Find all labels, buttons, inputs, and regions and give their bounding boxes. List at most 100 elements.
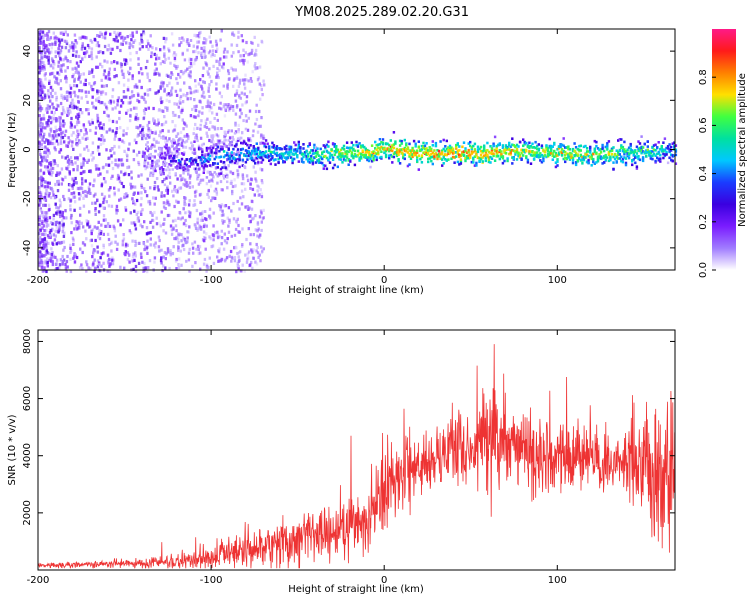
spectrogram-cell (206, 70, 209, 74)
spectrogram-cell (416, 149, 419, 152)
spectrogram-cell (55, 36, 59, 40)
spectrogram-cell (131, 94, 134, 98)
spectrogram-cell (476, 150, 480, 154)
spectrogram-cell (200, 119, 203, 123)
spectrogram-cell (205, 105, 208, 109)
spectrogram-cell (216, 162, 219, 165)
spectrogram-cell (39, 161, 42, 165)
spectrogram-cell (592, 152, 595, 156)
spectrogram-cell (207, 195, 211, 199)
spectrogram-cell (171, 168, 174, 171)
spectrogram-cell (96, 164, 99, 168)
spectrogram-cell (48, 231, 52, 235)
spectrogram-cell (174, 124, 177, 128)
spectrogram-cell (307, 145, 310, 148)
spectrogram-cell (631, 159, 634, 163)
spectrogram-cell (47, 30, 51, 34)
spectrogram-cell (237, 30, 240, 34)
spectrogram-cell (254, 260, 257, 264)
spectrogram-cell (118, 110, 121, 114)
spectrogram-cell (660, 146, 663, 149)
spectrogram-cell (228, 108, 231, 112)
spectrogram-cell (67, 188, 71, 192)
spectrogram-cell (218, 139, 221, 143)
spectrogram-cell (192, 251, 195, 255)
spectrogram-cell (241, 243, 244, 247)
spectrogram-cell (219, 148, 223, 151)
spectrogram-cell (128, 119, 132, 123)
spectrogram-cell (553, 143, 556, 146)
spectrogram-cell (44, 243, 48, 247)
spectrogram-cell (87, 266, 90, 270)
spectrogram-cell (165, 73, 169, 77)
spectrogram-cell (182, 182, 185, 186)
spectrogram-cell (285, 144, 288, 148)
spectrogram-cell (242, 195, 245, 199)
spectrogram-cell (60, 167, 64, 171)
spectrogram-cell (556, 160, 559, 163)
spectrogram-cell (60, 182, 63, 186)
spectrogram-cell (51, 166, 55, 171)
spectrogram-cell (186, 42, 189, 46)
spectrogram-cell (515, 150, 519, 154)
spectrogram-cell (215, 87, 218, 91)
spectrogram-cell (188, 199, 191, 203)
spectrogram-cell (166, 151, 170, 155)
spectrogram-cell (200, 51, 203, 55)
spectrogram-cell (190, 163, 193, 166)
spectrogram-cell (73, 208, 76, 212)
spectrogram-cell (671, 159, 674, 163)
spectrogram-cell (194, 122, 197, 127)
spectrogram-cell (246, 178, 250, 183)
spectrogram-cell (206, 117, 209, 121)
spectrogram-cell (171, 129, 175, 133)
spectrogram-cell (654, 143, 657, 147)
spectrogram-cell (246, 158, 249, 161)
spectrogram-cell (222, 161, 226, 164)
spectrogram-cell (42, 66, 46, 70)
spectrogram-cell (181, 118, 184, 122)
spectrogram-cell (39, 81, 43, 85)
spectrogram-cell (216, 236, 220, 240)
spectrogram-cell (548, 153, 551, 157)
spectrogram-cell (178, 37, 181, 41)
spectrogram-cell (81, 267, 84, 271)
spectrogram-cell (260, 39, 264, 44)
spectrogram-cell (380, 150, 383, 153)
spectrogram-cell (221, 188, 224, 192)
spectrogram-cell (202, 156, 205, 160)
spectrogram-cell (55, 258, 59, 262)
spectrogram-cell (444, 158, 447, 161)
spectrogram-cell (64, 175, 67, 179)
spectrogram-cell (247, 146, 251, 150)
spectrogram-cell (75, 255, 79, 260)
spectrogram-cell (322, 164, 325, 167)
spectrogram-cell (133, 258, 136, 262)
spectrogram-cell (307, 153, 310, 156)
spectrogram-cell (291, 161, 294, 165)
spectrogram-cell (244, 114, 248, 118)
spectrogram-cell (293, 148, 296, 152)
spectrogram-cell (207, 89, 210, 93)
spectrogram-cell (508, 148, 511, 151)
spectrogram-cell (172, 114, 175, 117)
spectrogram-cell (192, 115, 196, 119)
spectrogram-cell (489, 161, 492, 164)
spectrogram-cell (58, 210, 62, 214)
spectrogram-cell (411, 153, 414, 156)
spectrogram-cell (69, 243, 72, 247)
spectrogram-cell (534, 140, 537, 144)
spectrogram-cell (209, 101, 212, 105)
spectrogram-cell (225, 256, 229, 260)
spectrogram-cell (102, 84, 106, 88)
spectrogram-cell (199, 147, 202, 150)
colorbar-ticks: 0.00.20.40.60.8 (698, 69, 716, 278)
spectrogram-cell (256, 184, 259, 188)
spectrogram-cell (175, 229, 178, 233)
spectrogram-cell (206, 192, 209, 196)
spectrogram-cell (210, 54, 213, 58)
spectrogram-cell (433, 149, 436, 152)
spectrogram-cell (38, 161, 41, 165)
spectrogram-cell (201, 210, 204, 214)
spectrogram-cell (98, 152, 101, 156)
